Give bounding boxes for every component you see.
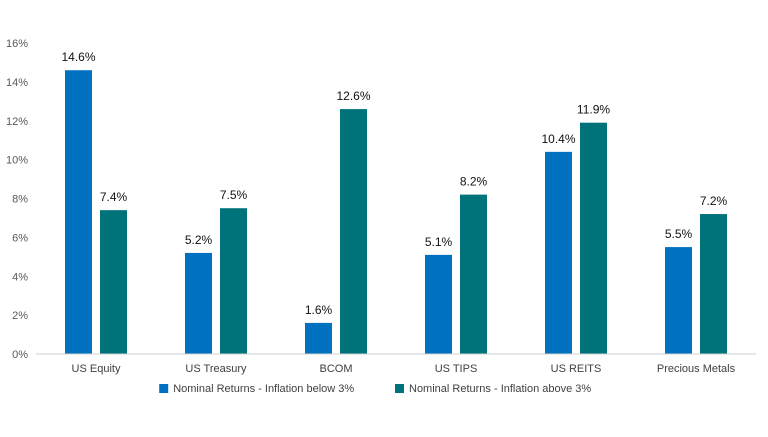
x-category-label: US TIPS (435, 363, 478, 375)
bar-inflation-above-3 (220, 208, 247, 354)
data-label: 5.1% (425, 235, 453, 249)
bar-inflation-below-3 (65, 70, 92, 355)
data-label: 11.9% (577, 103, 610, 117)
data-label: 5.2% (185, 233, 213, 247)
y-tick-label: 8% (12, 194, 28, 206)
bar-inflation-below-3 (185, 252, 212, 354)
legend-swatch (395, 384, 404, 393)
x-category-label: US Equity (72, 363, 121, 375)
legend: Nominal Returns - Inflation below 3% Nomi… (159, 383, 591, 395)
data-label: 5.5% (665, 227, 693, 241)
data-label: 14.6% (61, 50, 95, 64)
data-label: 10.4% (541, 132, 575, 146)
y-tick-label: 10% (6, 155, 28, 167)
x-category-label: BCOM (320, 363, 353, 375)
x-category-label: US REITS (551, 363, 602, 375)
bar-inflation-below-3 (545, 151, 572, 354)
data-label: 7.4% (100, 190, 128, 204)
legend-swatch (159, 384, 169, 393)
bar-inflation-above-3 (100, 210, 127, 354)
data-label: 7.2% (700, 194, 728, 208)
data-label: 12.6% (336, 89, 370, 103)
x-axis: US Equity US Treasury BCOM US TIPS US REITS P… (36, 353, 756, 375)
y-tick-label: 6% (12, 232, 28, 244)
bar-inflation-above-3 (460, 194, 487, 354)
bar-inflation-above-3 (700, 214, 727, 354)
bar-inflation-below-3 (665, 247, 692, 354)
y-tick-label: 14% (6, 77, 28, 89)
y-tick-label: 4% (12, 271, 28, 283)
legend-label: Nominal Returns - Inflation below 3% (173, 383, 354, 395)
bar-inflation-above-3 (340, 109, 367, 355)
bar-inflation-above-3 (580, 122, 607, 354)
legend-label: Nominal Returns - Inflation above 3% (409, 383, 591, 395)
y-tick-label: 2% (12, 310, 28, 322)
bar-inflation-below-3 (305, 322, 332, 354)
data-label: 1.6% (305, 303, 333, 317)
bar-inflation-below-3 (425, 254, 452, 354)
x-category-label: US Treasury (185, 363, 247, 375)
data-label: 8.2% (460, 175, 488, 189)
bars: 14.6% 7.4% 5.2% 7.5% 1.6% 12.6% 5.1% 8.2% 10.4% 1… (61, 50, 728, 355)
x-category-label: Precious Metals (657, 363, 736, 375)
y-tick-label: 12% (6, 116, 28, 128)
y-tick-label: 16% (6, 38, 28, 50)
y-axis: 0% 2% 4% 6% 8% 10% 12% 14% 16% (6, 38, 28, 361)
data-label: 7.5% (220, 188, 248, 202)
y-tick-label: 0% (12, 349, 28, 361)
